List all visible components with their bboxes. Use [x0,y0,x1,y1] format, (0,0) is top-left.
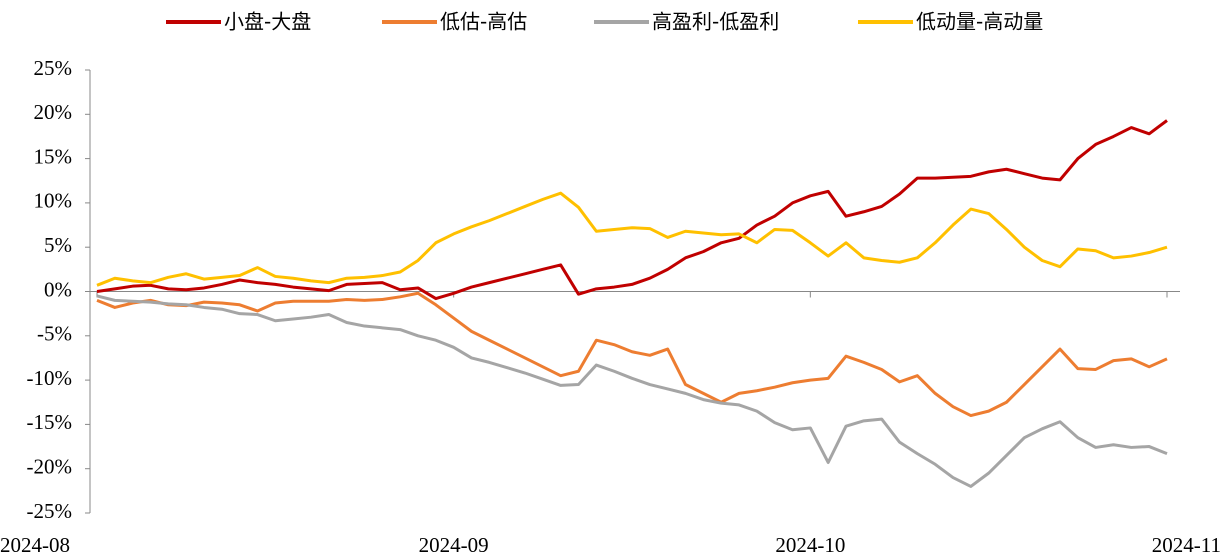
legend-label: 小盘-大盘 [224,10,311,34]
y-tick-label: 5% [44,233,72,257]
legend-label: 低动量-高动量 [916,10,1043,34]
y-tick-label: -15% [27,410,73,434]
x-tick-label: 2024-08 [0,533,70,557]
series-line [96,291,1168,418]
y-tick-label: 0% [44,277,72,301]
series-line [96,294,1168,488]
x-tick-label: 2024-11 [1152,533,1221,557]
y-tick-label: -10% [27,366,73,390]
series-line [96,191,1168,287]
legend-label: 高盈利-低盈利 [652,10,779,34]
x-tick-label: 2024-09 [419,533,489,557]
y-tick-label: 15% [34,144,73,168]
y-tick-label: 10% [34,189,73,213]
series-line [96,119,1168,301]
y-tick-label: -25% [27,499,73,523]
y-tick-label: 25% [34,56,73,80]
y-tick-label: 20% [34,100,73,124]
y-tick-label: -5% [37,322,72,346]
y-tick-label: -20% [27,455,73,479]
x-tick-label: 2024-10 [775,533,845,557]
legend-label: 低估-高估 [440,10,527,34]
